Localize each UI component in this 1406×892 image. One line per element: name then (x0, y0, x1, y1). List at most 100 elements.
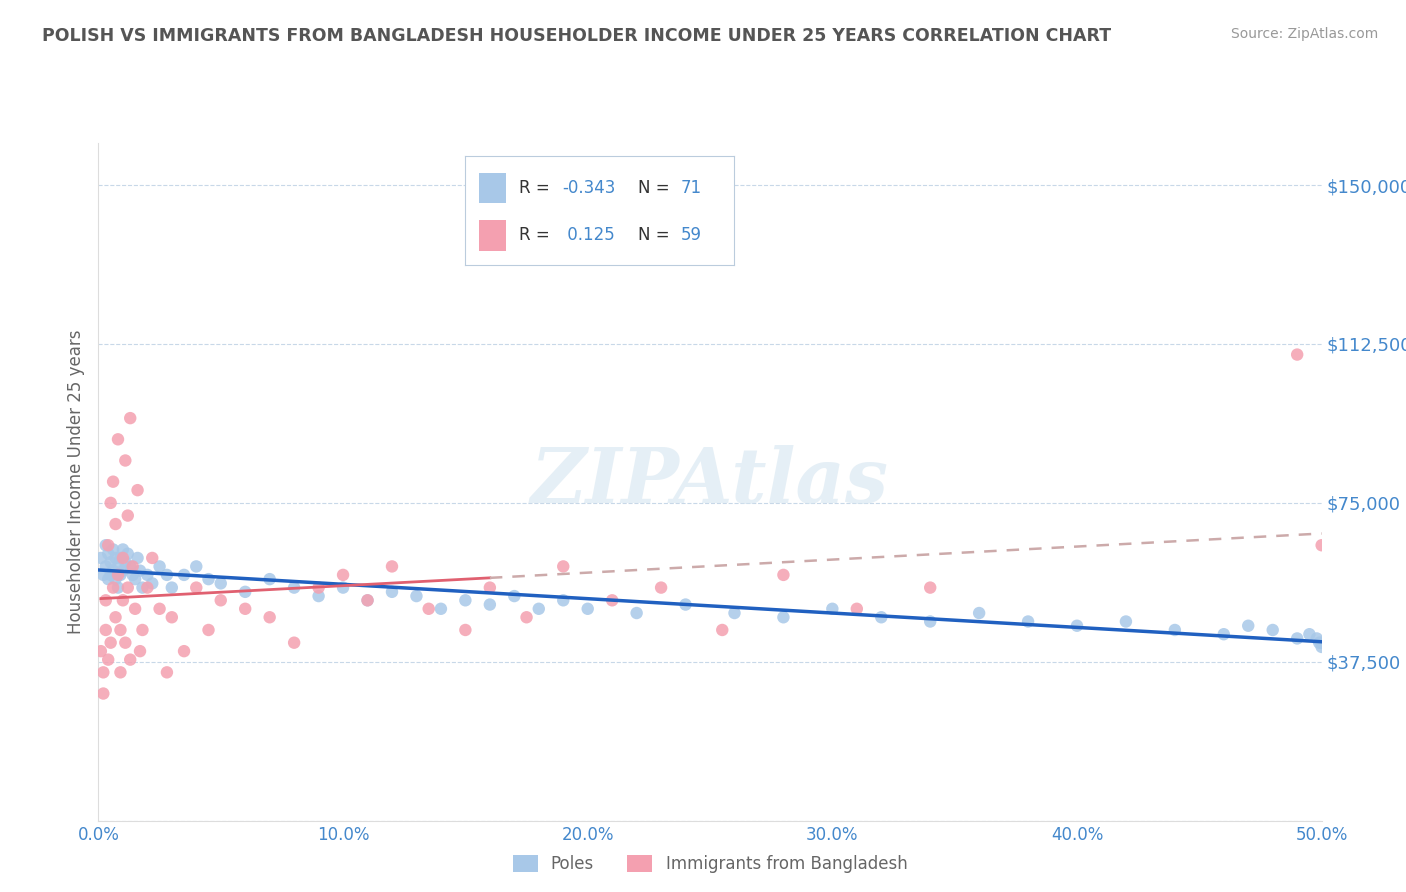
Point (772, 610, 794, 624)
Point (308, 589, 330, 603)
Point (94, 538, 117, 552)
Point (283, 635, 305, 649)
Point (650, 581, 672, 595)
Point (186, 559, 208, 574)
Point (104, 550, 127, 566)
Point (173, 644, 195, 658)
Point (1115, 615, 1137, 629)
Point (136, 568, 159, 582)
Point (308, 581, 330, 595)
Point (418, 601, 440, 615)
Point (111, 542, 134, 557)
Point (129, 564, 152, 578)
Point (381, 585, 404, 599)
Point (1298, 627, 1320, 641)
Point (967, 606, 990, 620)
Legend: Poles, Immigrants from Bangladesh: Poles, Immigrants from Bangladesh (506, 848, 914, 880)
Point (870, 610, 893, 624)
Point (124, 572, 146, 586)
Point (101, 542, 124, 557)
Point (100, 635, 122, 649)
Text: POLISH VS IMMIGRANTS FROM BANGLADESH HOUSEHOLDER INCOME UNDER 25 YEARS CORRELATI: POLISH VS IMMIGRANTS FROM BANGLADESH HOU… (42, 27, 1111, 45)
Point (454, 623, 477, 637)
Point (160, 610, 183, 624)
Point (101, 475, 124, 489)
Point (110, 665, 132, 680)
Point (91, 687, 114, 701)
Point (283, 581, 305, 595)
Point (90, 550, 112, 566)
Point (454, 593, 477, 607)
Point (104, 516, 127, 531)
Point (127, 483, 149, 497)
Point (110, 623, 132, 637)
Point (1286, 347, 1309, 362)
Point (1310, 640, 1333, 654)
Point (114, 635, 136, 649)
Point (772, 568, 794, 582)
Point (1286, 632, 1309, 646)
Point (197, 623, 219, 637)
Point (553, 559, 575, 574)
Point (259, 572, 281, 586)
Point (90, 644, 112, 658)
Point (94, 593, 117, 607)
Point (1306, 632, 1329, 646)
Point (259, 610, 281, 624)
Point (104, 610, 127, 624)
Point (920, 615, 942, 629)
Text: ZIPAtlas: ZIPAtlas (531, 445, 889, 518)
Point (1310, 635, 1333, 649)
Point (821, 601, 844, 615)
Point (120, 559, 142, 574)
Point (111, 550, 134, 566)
Point (107, 568, 129, 582)
Point (553, 593, 575, 607)
Point (104, 572, 127, 586)
Point (723, 606, 745, 620)
Point (100, 568, 122, 582)
Point (97, 538, 120, 552)
Point (91, 568, 114, 582)
Point (107, 581, 129, 595)
Point (675, 598, 697, 612)
Point (1066, 619, 1088, 633)
Point (173, 568, 195, 582)
Point (600, 593, 623, 607)
Point (101, 564, 124, 578)
Point (186, 581, 208, 595)
Point (117, 547, 139, 561)
Point (121, 568, 143, 582)
Point (381, 559, 404, 574)
Point (117, 508, 139, 523)
Point (478, 581, 501, 595)
Point (1237, 619, 1260, 633)
Point (97, 547, 120, 561)
Point (117, 581, 139, 595)
Point (845, 601, 868, 615)
Point (97, 653, 120, 667)
Point (121, 559, 143, 574)
Point (332, 581, 354, 595)
Point (209, 576, 232, 591)
Point (920, 581, 942, 595)
Point (114, 555, 136, 569)
Point (110, 550, 132, 566)
Point (430, 601, 453, 615)
Point (478, 598, 501, 612)
Point (110, 568, 132, 582)
Point (97, 572, 120, 586)
Point (100, 555, 122, 569)
Point (626, 606, 648, 620)
Point (111, 564, 134, 578)
Point (160, 581, 183, 595)
Point (127, 550, 149, 566)
Point (1017, 615, 1039, 629)
Point (356, 593, 378, 607)
Point (114, 453, 136, 467)
Point (503, 589, 526, 603)
Point (91, 665, 114, 680)
Point (197, 572, 219, 586)
Point (131, 623, 153, 637)
Point (100, 496, 122, 510)
